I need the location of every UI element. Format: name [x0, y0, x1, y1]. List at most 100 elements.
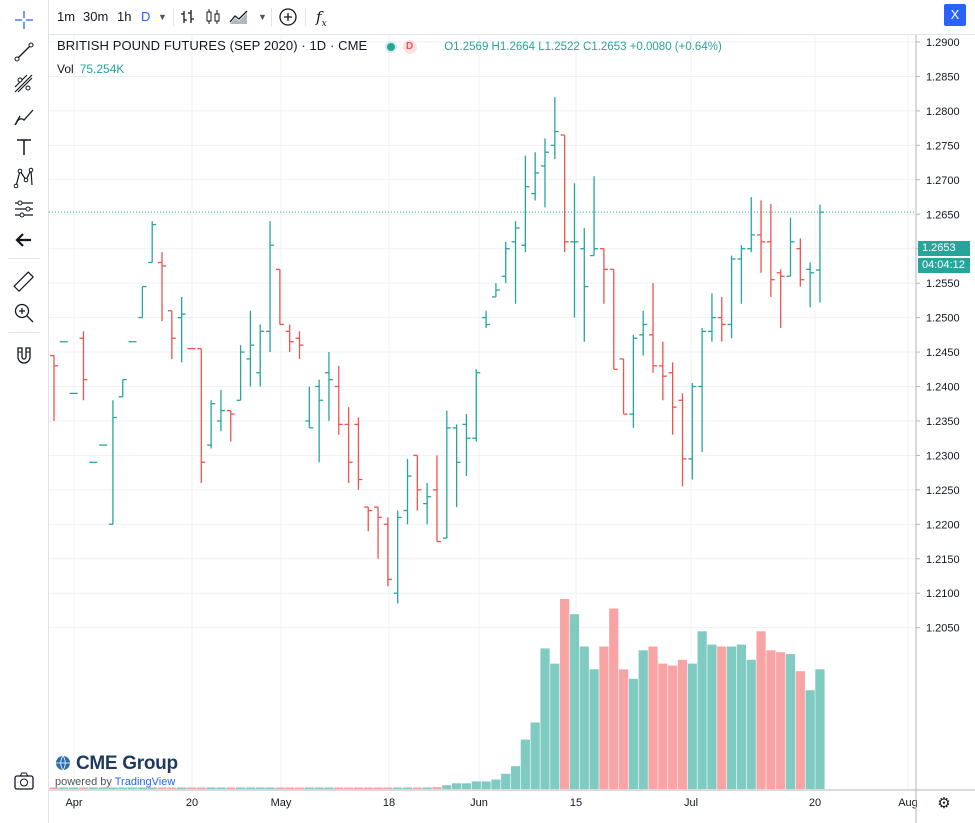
settings-icon[interactable]: ⚙: [937, 795, 950, 812]
add-indicator-icon[interactable]: [278, 7, 298, 27]
volume-bar: [324, 787, 334, 789]
volume-label: Vol: [57, 62, 74, 76]
fib-icon[interactable]: [12, 72, 36, 96]
powered-by-text: powered by: [55, 776, 112, 788]
interval-30m[interactable]: 30m: [83, 9, 109, 24]
trend-line-icon[interactable]: [12, 40, 36, 64]
ohlc-bar: [649, 283, 658, 373]
close-button[interactable]: X: [944, 4, 966, 26]
ohlc-bar: [786, 217, 795, 277]
volume-bar: [550, 663, 560, 789]
interval-dropdown-icon[interactable]: ▼: [158, 12, 167, 22]
interval-1h[interactable]: 1h: [117, 9, 132, 24]
ohlc-bar: [491, 283, 500, 298]
ohlc-bar: [776, 269, 785, 328]
volume-bar: [69, 787, 79, 789]
brand-text: CME Group: [75, 753, 178, 774]
ohlc-bar: [246, 310, 255, 387]
camera-icon[interactable]: [12, 769, 36, 793]
ohlc-bar: [580, 228, 589, 342]
interval-1m[interactable]: 1m: [57, 9, 76, 24]
volume-bar: [668, 665, 678, 789]
top-toolbar: 1m 30m 1h D ▼ ▼ fx X: [0, 0, 975, 35]
x-tick-label: 20: [809, 797, 821, 809]
x-tick-label: Apr: [65, 797, 82, 809]
x-tick-label: Jun: [470, 797, 488, 809]
magnet-icon[interactable]: [12, 344, 36, 368]
volume-bar: [776, 652, 786, 789]
bar-chart-icon[interactable]: [180, 9, 196, 25]
pattern-icon[interactable]: [12, 166, 36, 190]
y-tick-label: 1.2350: [926, 416, 960, 428]
y-tick-label: 1.2450: [926, 347, 960, 359]
ohlc-bar: [413, 454, 422, 511]
ohlc-bar: [315, 379, 324, 463]
ohlc-bar: [236, 345, 245, 401]
ruler-icon[interactable]: [12, 270, 36, 294]
volume-bar: [255, 787, 265, 789]
crosshair-icon[interactable]: [12, 8, 36, 32]
volume-bar: [127, 787, 138, 789]
ohlc-bar: [482, 310, 491, 328]
volume-bar: [294, 787, 305, 789]
ohlc-bar: [442, 410, 451, 539]
ohlc-bar: [678, 393, 687, 487]
toolbar-separator: [305, 8, 306, 26]
volume-bar: [442, 785, 452, 789]
ohlc-bar: [796, 238, 805, 287]
volume-bar: [147, 787, 157, 789]
x-tick-label: Jul: [684, 797, 698, 809]
volume-bar: [815, 669, 825, 789]
ohlc-bar: [108, 400, 117, 525]
ohlc-bar: [727, 255, 736, 339]
cme-logo[interactable]: CME Group powered by TradingView: [55, 753, 178, 788]
symbol-title[interactable]: BRITISH POUND FUTURES (SEP 2020) · 1D · …: [57, 38, 368, 53]
ohlc-bar: [118, 378, 127, 398]
logo-brand: CME Group: [55, 753, 178, 775]
sidebar-divider: [8, 258, 40, 259]
ohlc-bar: [275, 268, 284, 326]
area-chart-icon[interactable]: [229, 8, 249, 26]
chart-type-dropdown-icon[interactable]: ▼: [258, 12, 267, 22]
volume-bar: [520, 739, 530, 789]
ohlc-bar: [158, 252, 167, 322]
x-tick-label: 15: [570, 797, 582, 809]
candlestick-icon[interactable]: [205, 8, 221, 26]
ohlc-bar: [747, 197, 756, 253]
brush-icon[interactable]: [12, 104, 36, 128]
y-tick-label: 1.2100: [926, 588, 960, 600]
prediction-icon[interactable]: [12, 197, 36, 221]
zoom-in-icon[interactable]: [12, 301, 36, 325]
volume-bar: [59, 787, 69, 789]
back-arrow-icon[interactable]: [12, 228, 36, 252]
ohlc-bar: [658, 341, 667, 401]
volume-bar: [471, 781, 481, 789]
y-tick-label: 1.2550: [926, 278, 960, 290]
volume-bar: [501, 773, 511, 789]
volume-bar: [167, 787, 177, 789]
volume-bar: [265, 787, 275, 789]
tradingview-link[interactable]: TradingView: [114, 776, 176, 788]
y-tick-label: 1.2850: [926, 71, 960, 83]
globe-icon: [56, 755, 70, 771]
text-icon[interactable]: [12, 135, 36, 159]
volume-bar: [412, 787, 422, 789]
volume-bar: [206, 787, 216, 789]
volume-bar: [393, 787, 403, 789]
x-tick-label: 18: [383, 797, 395, 809]
volume-bar: [157, 787, 167, 789]
fx-indicators-icon[interactable]: fx: [316, 8, 327, 29]
y-tick-label: 1.2750: [926, 140, 960, 152]
y-tick-label: 1.2200: [926, 519, 960, 531]
volume-bar: [540, 648, 550, 789]
ohlc-bar: [334, 365, 343, 435]
y-tick-label: 1.2150: [926, 554, 960, 566]
ohlc-bar: [806, 262, 815, 308]
volume-bar: [805, 690, 815, 789]
volume-value: 75.254K: [79, 62, 125, 76]
interval-d[interactable]: D: [141, 9, 151, 24]
ohlc-bar: [79, 331, 88, 401]
ohlc-bar: [138, 285, 147, 319]
x-tick-label: 20: [186, 797, 198, 809]
